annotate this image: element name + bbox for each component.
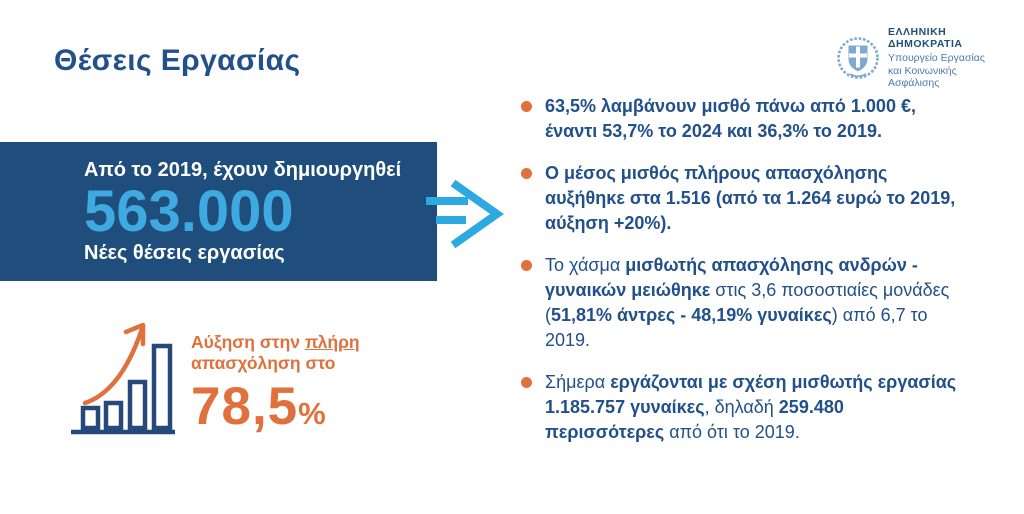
full-employment-value: 78,5% <box>191 380 360 439</box>
key-point-text: Σήμερα εργάζονται με σχέση μισθωτής εργα… <box>545 372 957 442</box>
key-point-item: Το χάσμα μισθωτής απασχόλησης ανδρών - γ… <box>521 253 966 353</box>
bar-chart-growth-icon <box>71 322 175 435</box>
full-employment-label-underlined: πλήρη <box>304 332 360 352</box>
logo-line-ministry2: και Κοινωνικής Ασφάλισης <box>888 64 957 90</box>
page-title: Θέσεις Εργασίας <box>54 44 301 77</box>
full-employment-percentage: 78,5 <box>191 377 299 436</box>
full-employment-text: Αύξηση στην πλήρη απασχόληση στο 78,5% <box>191 315 360 439</box>
bullet-dot-icon <box>521 101 532 112</box>
full-employment-label-part1: Αύξηση στην <box>191 332 305 352</box>
bullet-dot-icon <box>521 168 532 179</box>
jobs-created-number: 563.000 <box>84 179 294 244</box>
percent-sign: % <box>298 396 327 431</box>
full-employment-stat: Αύξηση στην πλήρη απασχόληση στο 78,5% <box>63 315 360 439</box>
full-employment-label: Αύξηση στην πλήρη απασχόληση στο <box>191 332 360 374</box>
greek-coat-of-arms-icon <box>837 36 879 79</box>
ministry-logo: ΕΛΛΗΝΙΚΗ ΔΗΜΟΚΡΑΤΙΑ Υπουργείο Εργασίας κ… <box>836 26 1006 90</box>
ministry-logo-text: ΕΛΛΗΝΙΚΗ ΔΗΜΟΚΡΑΤΙΑ Υπουργείο Εργασίας κ… <box>888 26 1006 90</box>
jobs-created-box: Από το 2019, έχουν δημιουργηθεί 563.000 … <box>0 142 437 281</box>
logo-line-ministry: Υπουργείο Εργασίας <box>888 52 985 64</box>
bullet-dot-icon <box>521 260 532 271</box>
key-point-text: 63,5% λαμβάνουν μισθό πάνω από 1.000 €, … <box>545 96 916 141</box>
bullet-dot-icon <box>521 377 532 388</box>
fast-forward-arrow-icon <box>426 179 504 249</box>
key-point-text: Το χάσμα μισθωτής απασχόλησης ανδρών - γ… <box>545 255 950 350</box>
full-employment-label-part2: απασχόληση στο <box>191 353 336 373</box>
jobs-created-caption: Νέες θέσεις εργασίας <box>84 242 285 264</box>
logo-line-republic: ΕΛΛΗΝΙΚΗ ΔΗΜΟΚΡΑΤΙΑ <box>888 26 963 50</box>
key-points-list: 63,5% λαμβάνουν μισθό πάνω από 1.000 €, … <box>521 94 966 462</box>
key-point-item: Ο μέσος μισθός πλήρους απασχόλησης αυξήθ… <box>521 161 966 236</box>
key-point-item: 63,5% λαμβάνουν μισθό πάνω από 1.000 €, … <box>521 94 966 144</box>
key-point-item: Σήμερα εργάζονται με σχέση μισθωτής εργα… <box>521 370 966 445</box>
jobs-created-intro: Από το 2019, έχουν δημιουργηθεί <box>84 159 402 181</box>
key-point-text: Ο μέσος μισθός πλήρους απασχόλησης αυξήθ… <box>545 163 956 233</box>
